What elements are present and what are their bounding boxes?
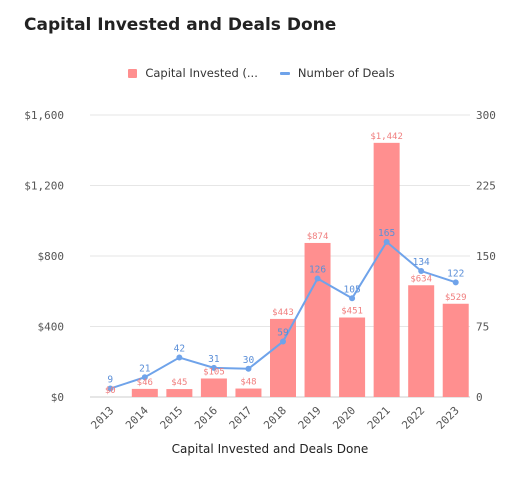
data-label-number-of-deals: 165: [378, 228, 395, 239]
x-axis-title: Capital Invested and Deals Done: [172, 442, 369, 456]
point-number-of-deals: [245, 366, 251, 372]
data-label-capital-invested: $451: [341, 307, 363, 317]
data-label-capital-invested: $634: [410, 274, 432, 284]
data-label-capital-invested: $529: [445, 293, 467, 303]
bar-capital-invested: [374, 143, 400, 397]
data-label-number-of-deals: 9: [107, 375, 113, 386]
data-label-number-of-deals: 30: [243, 355, 255, 366]
point-number-of-deals: [453, 279, 459, 285]
data-label-number-of-deals: 122: [447, 268, 464, 279]
bar-capital-invested: [443, 304, 469, 397]
y-left-tick-label: $0: [51, 391, 64, 404]
data-label-number-of-deals: 21: [139, 363, 151, 374]
x-tick-label: 2014: [123, 404, 151, 432]
y-right-tick-label: 300: [476, 109, 496, 122]
x-tick-label: 2017: [227, 404, 255, 432]
y-right-tick-label: 0: [476, 391, 483, 404]
point-number-of-deals: [176, 355, 182, 361]
bar-capital-invested: [235, 389, 261, 397]
point-number-of-deals: [315, 276, 321, 282]
data-label-number-of-deals: 59: [277, 328, 289, 339]
x-tick-label: 2020: [330, 404, 358, 432]
bar-capital-invested: [201, 378, 227, 397]
y-right-tick-label: 225: [476, 180, 496, 193]
data-label-number-of-deals: 126: [309, 265, 326, 276]
data-label-number-of-deals: 105: [344, 284, 361, 295]
bar-capital-invested: [166, 389, 192, 397]
x-tick-label: 2022: [399, 404, 427, 432]
data-label-capital-invested: $443: [272, 308, 294, 318]
data-label-number-of-deals: 31: [208, 354, 220, 365]
data-label-capital-invested: $48: [240, 378, 256, 388]
x-tick-label: 2018: [261, 404, 289, 432]
point-number-of-deals: [280, 339, 286, 345]
bar-capital-invested: [132, 389, 158, 397]
bar-capital-invested: [339, 318, 365, 397]
y-right-tick-label: 150: [476, 250, 496, 263]
x-tick-label: 2021: [365, 404, 393, 432]
x-tick-label: 2015: [158, 404, 186, 432]
point-number-of-deals: [418, 268, 424, 274]
point-number-of-deals: [384, 239, 390, 245]
data-label-capital-invested: $874: [307, 232, 329, 242]
x-tick-label: 2013: [88, 404, 116, 432]
y-left-tick-label: $1,600: [24, 109, 64, 122]
data-label-capital-invested: $0: [105, 386, 116, 396]
data-label-number-of-deals: 42: [174, 344, 185, 355]
x-tick-label: 2016: [192, 404, 220, 432]
point-number-of-deals: [349, 295, 355, 301]
data-label-number-of-deals: 134: [413, 257, 430, 268]
data-label-capital-invested: $46: [137, 378, 153, 388]
y-right-tick-label: 75: [476, 321, 489, 334]
x-tick-label: 2023: [434, 404, 462, 432]
data-label-capital-invested: $45: [171, 378, 187, 388]
y-left-tick-label: $800: [38, 250, 65, 263]
bar-capital-invested: [408, 285, 434, 397]
data-label-capital-invested: $105: [203, 367, 225, 377]
data-label-capital-invested: $1,442: [370, 132, 403, 142]
y-left-tick-label: $400: [38, 321, 65, 334]
y-left-tick-label: $1,200: [24, 180, 64, 193]
x-tick-label: 2019: [296, 404, 324, 432]
